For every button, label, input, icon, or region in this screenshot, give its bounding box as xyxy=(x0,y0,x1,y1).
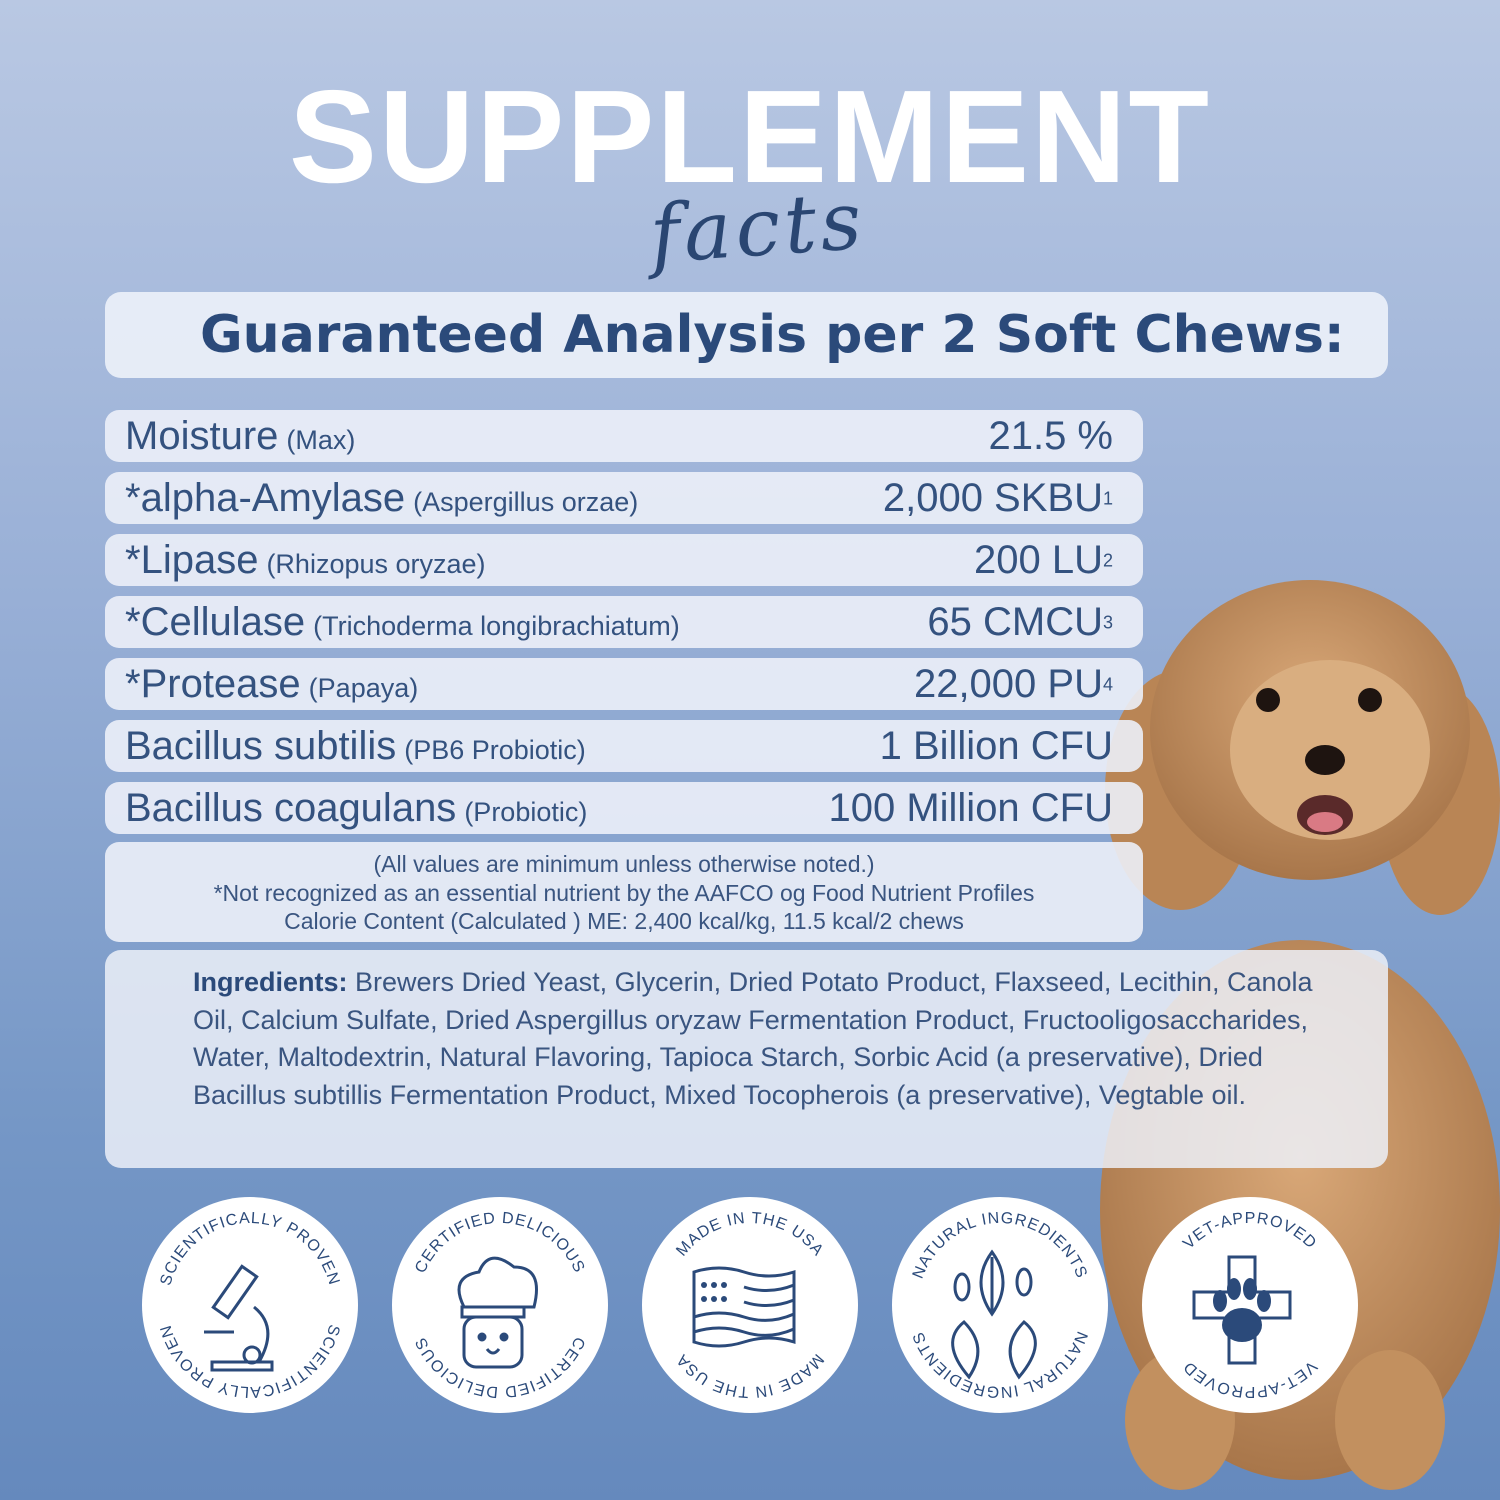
nutrient-name: Moisture xyxy=(125,413,279,458)
nutrient-source: (Aspergillus orzae) xyxy=(413,486,639,517)
footnote-mark: 1 xyxy=(1102,488,1113,509)
guaranteed-analysis-banner: Guaranteed Analysis per 2 Soft Chews: xyxy=(105,292,1388,378)
analysis-row: *alpha-Amylase (Aspergillus orzae) 2,000 S… xyxy=(105,472,1143,524)
ingredients-panel: Ingredients: Brewers Dried Yeast, Glycer… xyxy=(105,950,1388,1168)
badge-certified-delicious: CERTIFIED DELICIOUS CERTIFIED DELICIOUS xyxy=(392,1197,608,1413)
nutrient-source: (PB6 Probiotic) xyxy=(404,734,586,765)
nutrient-value: 22,000 PU xyxy=(913,661,1103,706)
notes-panel: (All values are minimum unless otherwise… xyxy=(105,842,1143,942)
nutrient-name: *Cellulase xyxy=(125,599,306,644)
nutrient-name: *Protease xyxy=(125,661,301,706)
nutrient-name: *alpha-Amylase xyxy=(125,475,406,520)
note-line: *Not recognized as an essential nutrient… xyxy=(213,879,1035,906)
page-subtitle-script: facts xyxy=(646,173,869,282)
nutrient-source: (Papaya) xyxy=(308,672,419,703)
nutrient-name: Bacillus coagulans xyxy=(125,785,457,830)
nutrient-name: *Lipase xyxy=(125,537,259,582)
nutrient-source: (Max) xyxy=(286,424,356,455)
ingredients-text: Brewers Dried Yeast, Glycerin, Dried Pot… xyxy=(193,967,1313,1110)
footnote-mark: 3 xyxy=(1102,612,1113,633)
badge-natural-ingredients: NATURAL INGREDIENTS NATURAL INGREDIENTS xyxy=(892,1197,1108,1413)
nutrient-source: (Rhizopus oryzae) xyxy=(266,548,486,579)
analysis-row: Moisture (Max) 21.5 % xyxy=(105,410,1143,462)
chef-dog-icon xyxy=(457,1256,538,1369)
badge-made-in-the-usa: MADE IN THE USA MADE IN THE USA xyxy=(642,1197,858,1413)
us-flag-icon xyxy=(692,1266,796,1348)
leaves-icon xyxy=(951,1249,1037,1380)
badge-vet-approved: VET-APPROVED VET-APPROVED xyxy=(1142,1197,1358,1413)
nutrient-value: 100 Million CFU xyxy=(828,785,1113,830)
analysis-row: Bacillus subtilis (PB6 Probiotic) 1 Billio… xyxy=(105,720,1143,772)
note-line: (All values are minimum unless otherwise… xyxy=(373,851,875,877)
footnote-mark: 4 xyxy=(1102,674,1113,695)
analysis-row: *Lipase (Rhizopus oryzae) 200 LU2 xyxy=(105,534,1143,586)
nutrient-name: Bacillus subtilis xyxy=(125,723,397,768)
nutrient-value: 1 Billion CFU xyxy=(879,723,1113,768)
analysis-row: Bacillus coagulans (Probiotic) 100 Million… xyxy=(105,782,1143,834)
nutrient-value: 65 CMCU xyxy=(927,599,1103,644)
nutrient-value: 2,000 SKBU xyxy=(882,475,1103,520)
nutrient-value: 200 LU xyxy=(974,537,1103,582)
note-line: Calorie Content (Calculated ) ME: 2,400 … xyxy=(284,908,964,934)
analysis-row: *Protease (Papaya) 22,000 PU4 xyxy=(105,658,1143,710)
nutrient-source: (Trichoderma longibrachiatum) xyxy=(313,610,680,641)
footnote-mark: 2 xyxy=(1102,550,1113,571)
page-title: SUPPLEMENT xyxy=(288,63,1212,210)
nutrient-source: (Probiotic) xyxy=(464,796,588,827)
ingredients-label: Ingredients: xyxy=(193,967,348,997)
paw-cross-icon xyxy=(1192,1255,1292,1365)
microscope-icon xyxy=(204,1264,274,1372)
badge-scientifically-proven: SCIENTIFICALLY PROVEN SCIENTIFICALLY PRO… xyxy=(142,1197,358,1413)
analysis-row: *Cellulase (Trichoderma longibrachiatum) 6… xyxy=(105,596,1143,648)
nutrient-value: 21.5 % xyxy=(988,413,1113,458)
